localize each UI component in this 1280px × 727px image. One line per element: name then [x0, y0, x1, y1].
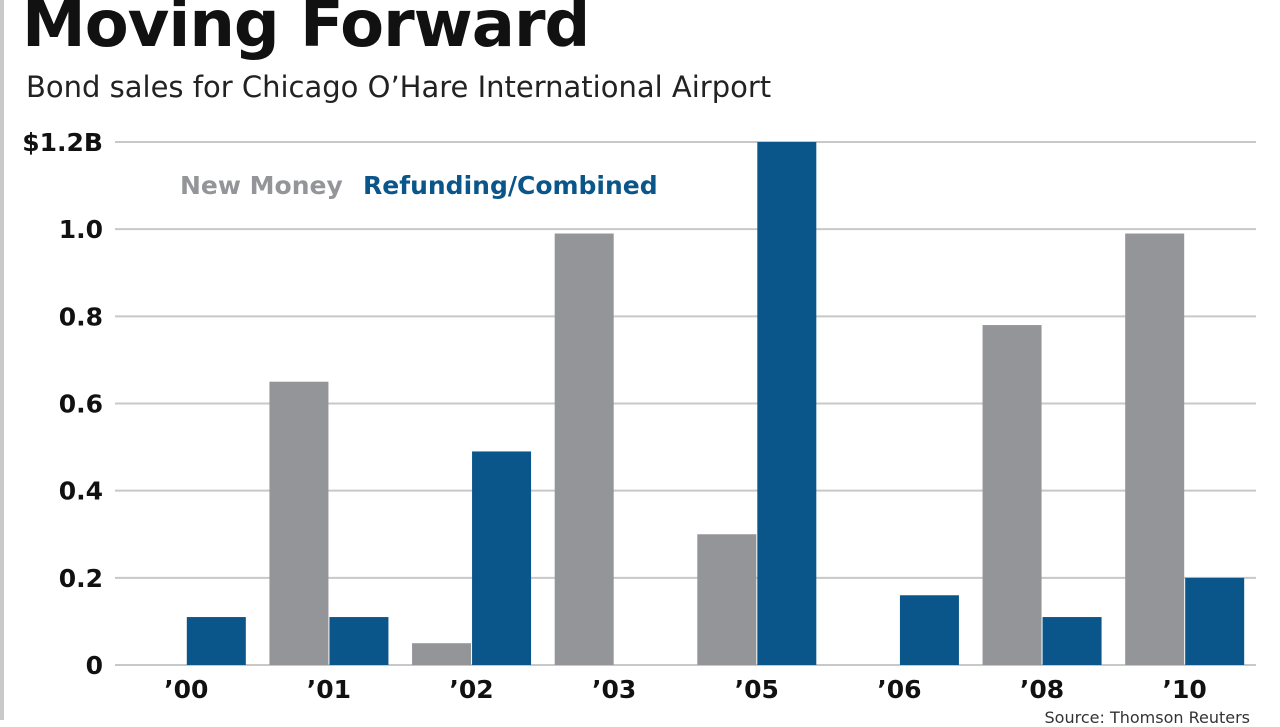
bar-new-money-6: [982, 325, 1042, 665]
bar-refunding-7: [1185, 577, 1245, 665]
x-tick-label: ’03: [592, 675, 636, 704]
x-tick-label: ’01: [307, 675, 351, 704]
y-axis-ticks: 0 0.2 0.4 0.6 0.8 1.0 $1.2B: [22, 128, 103, 680]
y-tick-label: $1.2B: [22, 128, 103, 157]
x-tick-label: ’06: [877, 675, 921, 704]
y-tick-label: 0.6: [59, 390, 103, 419]
legend-refunding-combined: Refunding/Combined: [363, 171, 658, 200]
source-note: Source: Thomson Reuters: [1044, 708, 1250, 727]
bar-refunding-4: [757, 142, 817, 665]
x-axis-ticks: ’00 ’01 ’02 ’03 ’05 ’06 ’08 ’10: [164, 675, 1207, 704]
bar-refunding-2: [472, 451, 532, 665]
legend: New Money Refunding/Combined: [180, 171, 658, 200]
bar-new-money-7: [1125, 233, 1185, 665]
y-tick-label: 0: [86, 651, 103, 680]
y-tick-label: 1.0: [59, 215, 103, 244]
bar-new-money-1: [269, 381, 329, 665]
x-tick-label: ’10: [1163, 675, 1207, 704]
legend-new-money: New Money: [180, 171, 343, 200]
x-tick-label: ’08: [1020, 675, 1064, 704]
bar-new-money-2: [412, 643, 472, 665]
y-tick-label: 0.2: [59, 564, 103, 593]
bar-new-money-4: [697, 534, 757, 665]
bar-refunding-1: [329, 617, 389, 665]
y-tick-label: 0.8: [59, 302, 103, 331]
bar-refunding-6: [1042, 617, 1102, 665]
y-tick-label: 0.4: [59, 477, 103, 506]
x-tick-label: ’00: [164, 675, 208, 704]
bars: [186, 142, 1245, 665]
left-border: [0, 0, 4, 720]
bar-refunding-5: [899, 595, 959, 665]
chart-title: Moving Forward: [22, 0, 590, 62]
bar-new-money-3: [554, 233, 614, 665]
x-tick-label: ’02: [449, 675, 493, 704]
x-tick-label: ’05: [735, 675, 779, 704]
bar-refunding-0: [186, 617, 246, 665]
chart-subtitle: Bond sales for Chicago O’Hare Internatio…: [26, 70, 772, 104]
